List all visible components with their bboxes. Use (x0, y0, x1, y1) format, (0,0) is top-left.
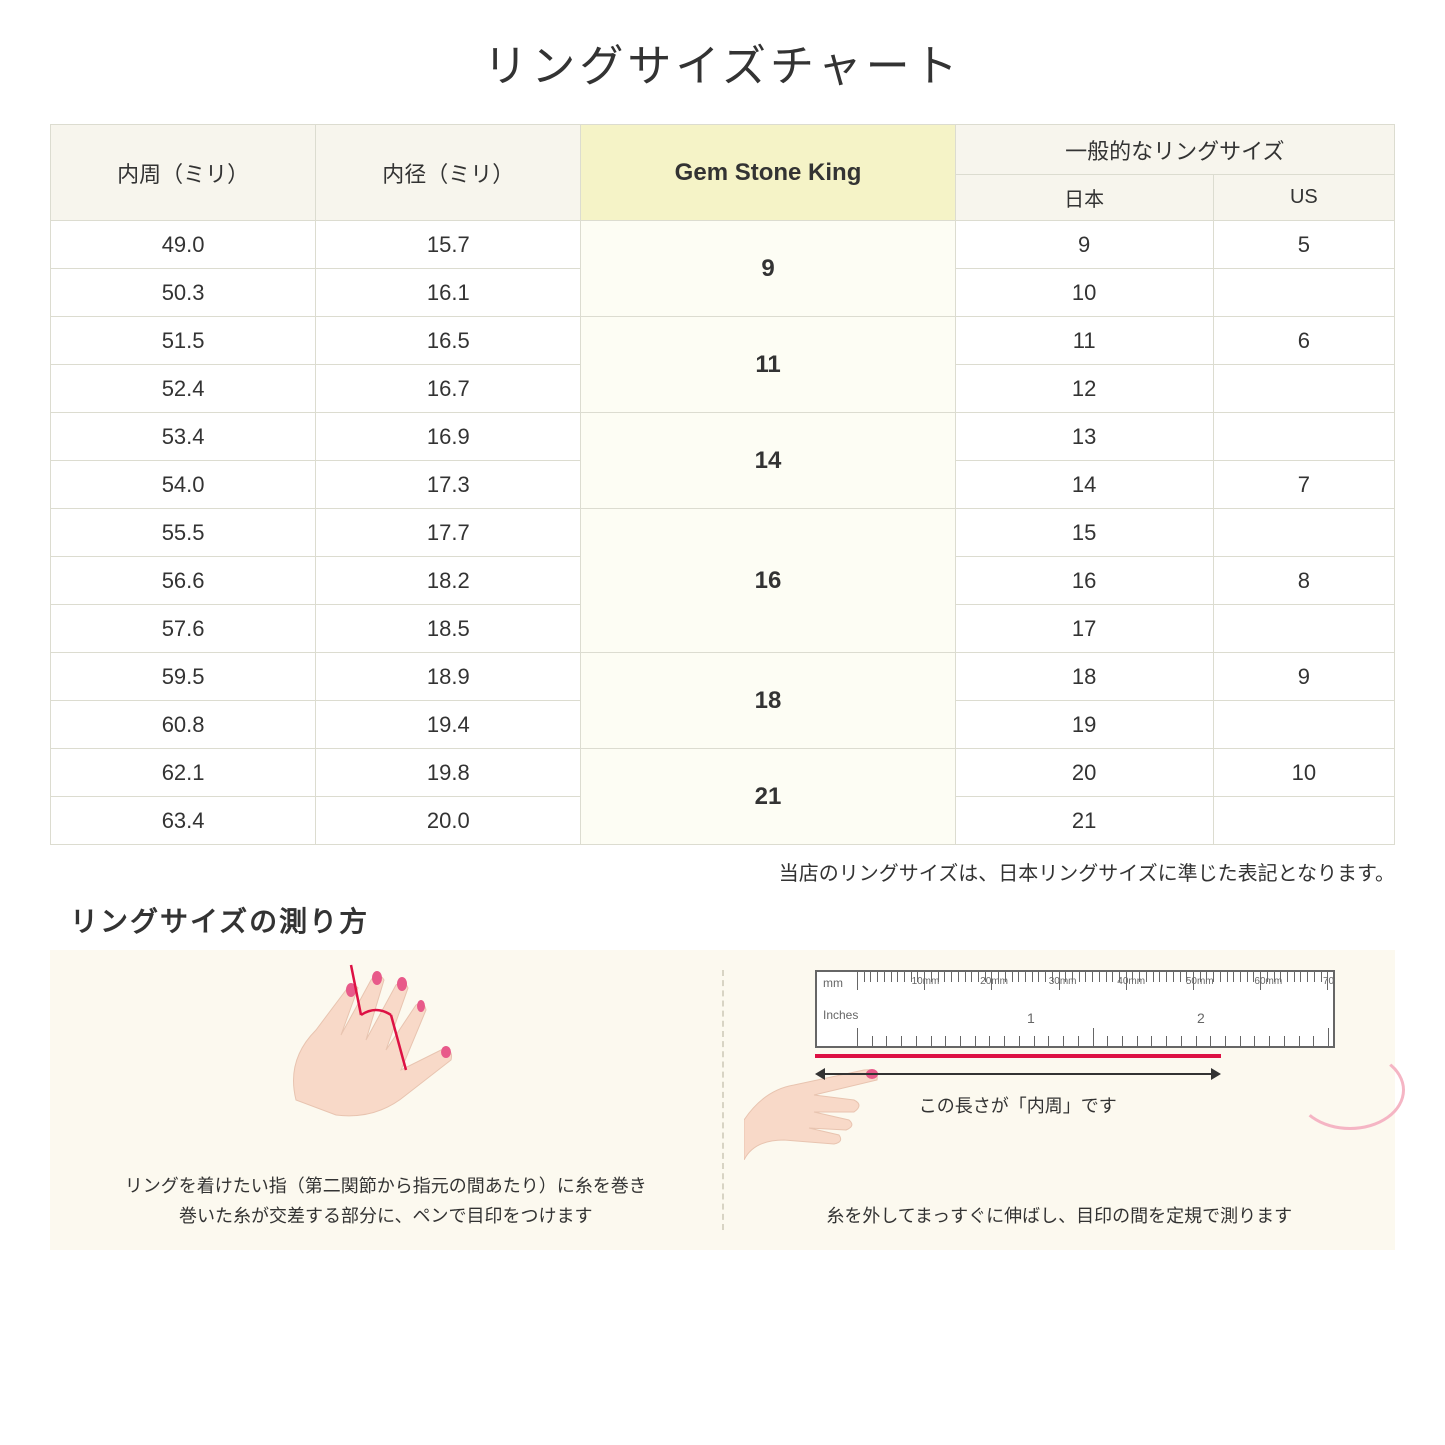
thread-swirl (1295, 1050, 1405, 1130)
cell-japan: 21 (955, 797, 1213, 845)
thread-line (815, 1054, 1221, 1058)
ruler-inch-mark: 1 (1027, 1010, 1035, 1026)
cell-us (1213, 269, 1394, 317)
ruler-mm-mark: 70mm (1323, 976, 1335, 987)
table-row: 55.517.71615 (51, 509, 1395, 557)
ruler-inch-mark: 2 (1197, 1010, 1205, 1026)
cell-us (1213, 413, 1394, 461)
col-header-us: US (1213, 175, 1394, 221)
ruler-mm-mark: 20mm (980, 976, 1008, 987)
cell-diameter: 18.2 (316, 557, 581, 605)
cell-us: 8 (1213, 557, 1394, 605)
measurement-diagram: リングを着けたい指（第二関節から指元の間あたり）に糸を巻き 巻いた糸が交差する部… (50, 950, 1395, 1250)
ruler-mm-label: mm (823, 976, 843, 990)
cell-diameter: 15.7 (316, 221, 581, 269)
page-title: リングサイズチャート (50, 30, 1395, 94)
ruler-mm-mark: 10mm (912, 976, 940, 987)
caption-left-line1: リングを着けたい指（第二関節から指元の間あたり）に糸を巻き (125, 1176, 647, 1196)
table-row: 51.516.511116 (51, 317, 1395, 365)
cell-japan: 13 (955, 413, 1213, 461)
cell-us (1213, 365, 1394, 413)
cell-japan: 9 (955, 221, 1213, 269)
measure-title: リングサイズの測り方 (70, 900, 1395, 940)
size-chart-table: 内周（ミリ） 内径（ミリ） Gem Stone King 一般的なリングサイズ … (50, 124, 1395, 845)
col-header-japan: 日本 (955, 175, 1213, 221)
cell-diameter: 19.8 (316, 749, 581, 797)
cell-japan: 15 (955, 509, 1213, 557)
cell-us: 9 (1213, 653, 1394, 701)
cell-circumference: 56.6 (51, 557, 316, 605)
cell-gemstoneking: 16 (581, 509, 955, 653)
ruler-mm-mark: 40mm (1117, 976, 1145, 987)
caption-left-line2: 巻いた糸が交差する部分に、ペンで目印をつけます (179, 1206, 592, 1226)
cell-japan: 12 (955, 365, 1213, 413)
cell-circumference: 59.5 (51, 653, 316, 701)
cell-gemstoneking: 21 (581, 749, 955, 845)
cell-japan: 10 (955, 269, 1213, 317)
cell-diameter: 17.7 (316, 509, 581, 557)
diagram-panel-right: mm Inches 10mm 20mm 30mm 40mm 50mm 60mm 70mm 1… (724, 950, 1396, 1250)
cell-diameter: 18.9 (316, 653, 581, 701)
ruler-mm-mark: 30mm (1049, 976, 1077, 987)
cell-circumference: 63.4 (51, 797, 316, 845)
table-row: 59.518.918189 (51, 653, 1395, 701)
diagram-panel-left: リングを着けたい指（第二関節から指元の間あたり）に糸を巻き 巻いた糸が交差する部… (50, 950, 722, 1250)
dimension-label: この長さが「内周」です (815, 1092, 1221, 1118)
hand-wrap-illustration (256, 960, 516, 1130)
cell-diameter: 16.7 (316, 365, 581, 413)
table-row: 53.416.91413 (51, 413, 1395, 461)
cell-us: 5 (1213, 221, 1394, 269)
col-header-circumference: 内周（ミリ） (51, 125, 316, 221)
cell-diameter: 16.9 (316, 413, 581, 461)
cell-us: 10 (1213, 749, 1394, 797)
cell-japan: 17 (955, 605, 1213, 653)
cell-diameter: 19.4 (316, 701, 581, 749)
table-row: 49.015.7995 (51, 221, 1395, 269)
dimension-arrow (815, 1064, 1221, 1088)
cell-us (1213, 701, 1394, 749)
cell-circumference: 52.4 (51, 365, 316, 413)
cell-gemstoneking: 18 (581, 653, 955, 749)
caption-left: リングを着けたい指（第二関節から指元の間あたり）に糸を巻き 巻いた糸が交差する部… (50, 1171, 722, 1232)
cell-gemstoneking: 9 (581, 221, 955, 317)
table-note: 当店のリングサイズは、日本リングサイズに準じた表記となります。 (50, 857, 1395, 886)
table-row: 62.119.8212010 (51, 749, 1395, 797)
col-header-general: 一般的なリングサイズ (955, 125, 1394, 175)
cell-diameter: 16.5 (316, 317, 581, 365)
cell-us (1213, 605, 1394, 653)
ruler-inches-label: Inches (823, 1008, 858, 1022)
ruler-illustration: mm Inches 10mm 20mm 30mm 40mm 50mm 60mm 70mm 1… (815, 970, 1335, 1118)
cell-gemstoneking: 14 (581, 413, 955, 509)
col-header-gemstoneking: Gem Stone King (581, 125, 955, 221)
cell-diameter: 17.3 (316, 461, 581, 509)
cell-circumference: 62.1 (51, 749, 316, 797)
col-header-diameter: 内径（ミリ） (316, 125, 581, 221)
cell-circumference: 55.5 (51, 509, 316, 557)
cell-circumference: 53.4 (51, 413, 316, 461)
cell-us: 7 (1213, 461, 1394, 509)
cell-japan: 11 (955, 317, 1213, 365)
ruler-mm-mark: 50mm (1186, 976, 1214, 987)
cell-circumference: 54.0 (51, 461, 316, 509)
cell-diameter: 16.1 (316, 269, 581, 317)
cell-circumference: 51.5 (51, 317, 316, 365)
cell-us (1213, 797, 1394, 845)
cell-japan: 18 (955, 653, 1213, 701)
cell-diameter: 20.0 (316, 797, 581, 845)
caption-right: 糸を外してまっすぐに伸ばし、目印の間を定規で測ります (724, 1201, 1396, 1232)
cell-japan: 19 (955, 701, 1213, 749)
cell-us (1213, 509, 1394, 557)
cell-gemstoneking: 11 (581, 317, 955, 413)
cell-circumference: 57.6 (51, 605, 316, 653)
cell-japan: 14 (955, 461, 1213, 509)
cell-us: 6 (1213, 317, 1394, 365)
cell-japan: 16 (955, 557, 1213, 605)
cell-circumference: 50.3 (51, 269, 316, 317)
ruler: mm Inches 10mm 20mm 30mm 40mm 50mm 60mm 70mm 1… (815, 970, 1335, 1048)
cell-japan: 20 (955, 749, 1213, 797)
cell-circumference: 49.0 (51, 221, 316, 269)
cell-circumference: 60.8 (51, 701, 316, 749)
ruler-mm-mark: 60mm (1254, 976, 1282, 987)
cell-diameter: 18.5 (316, 605, 581, 653)
